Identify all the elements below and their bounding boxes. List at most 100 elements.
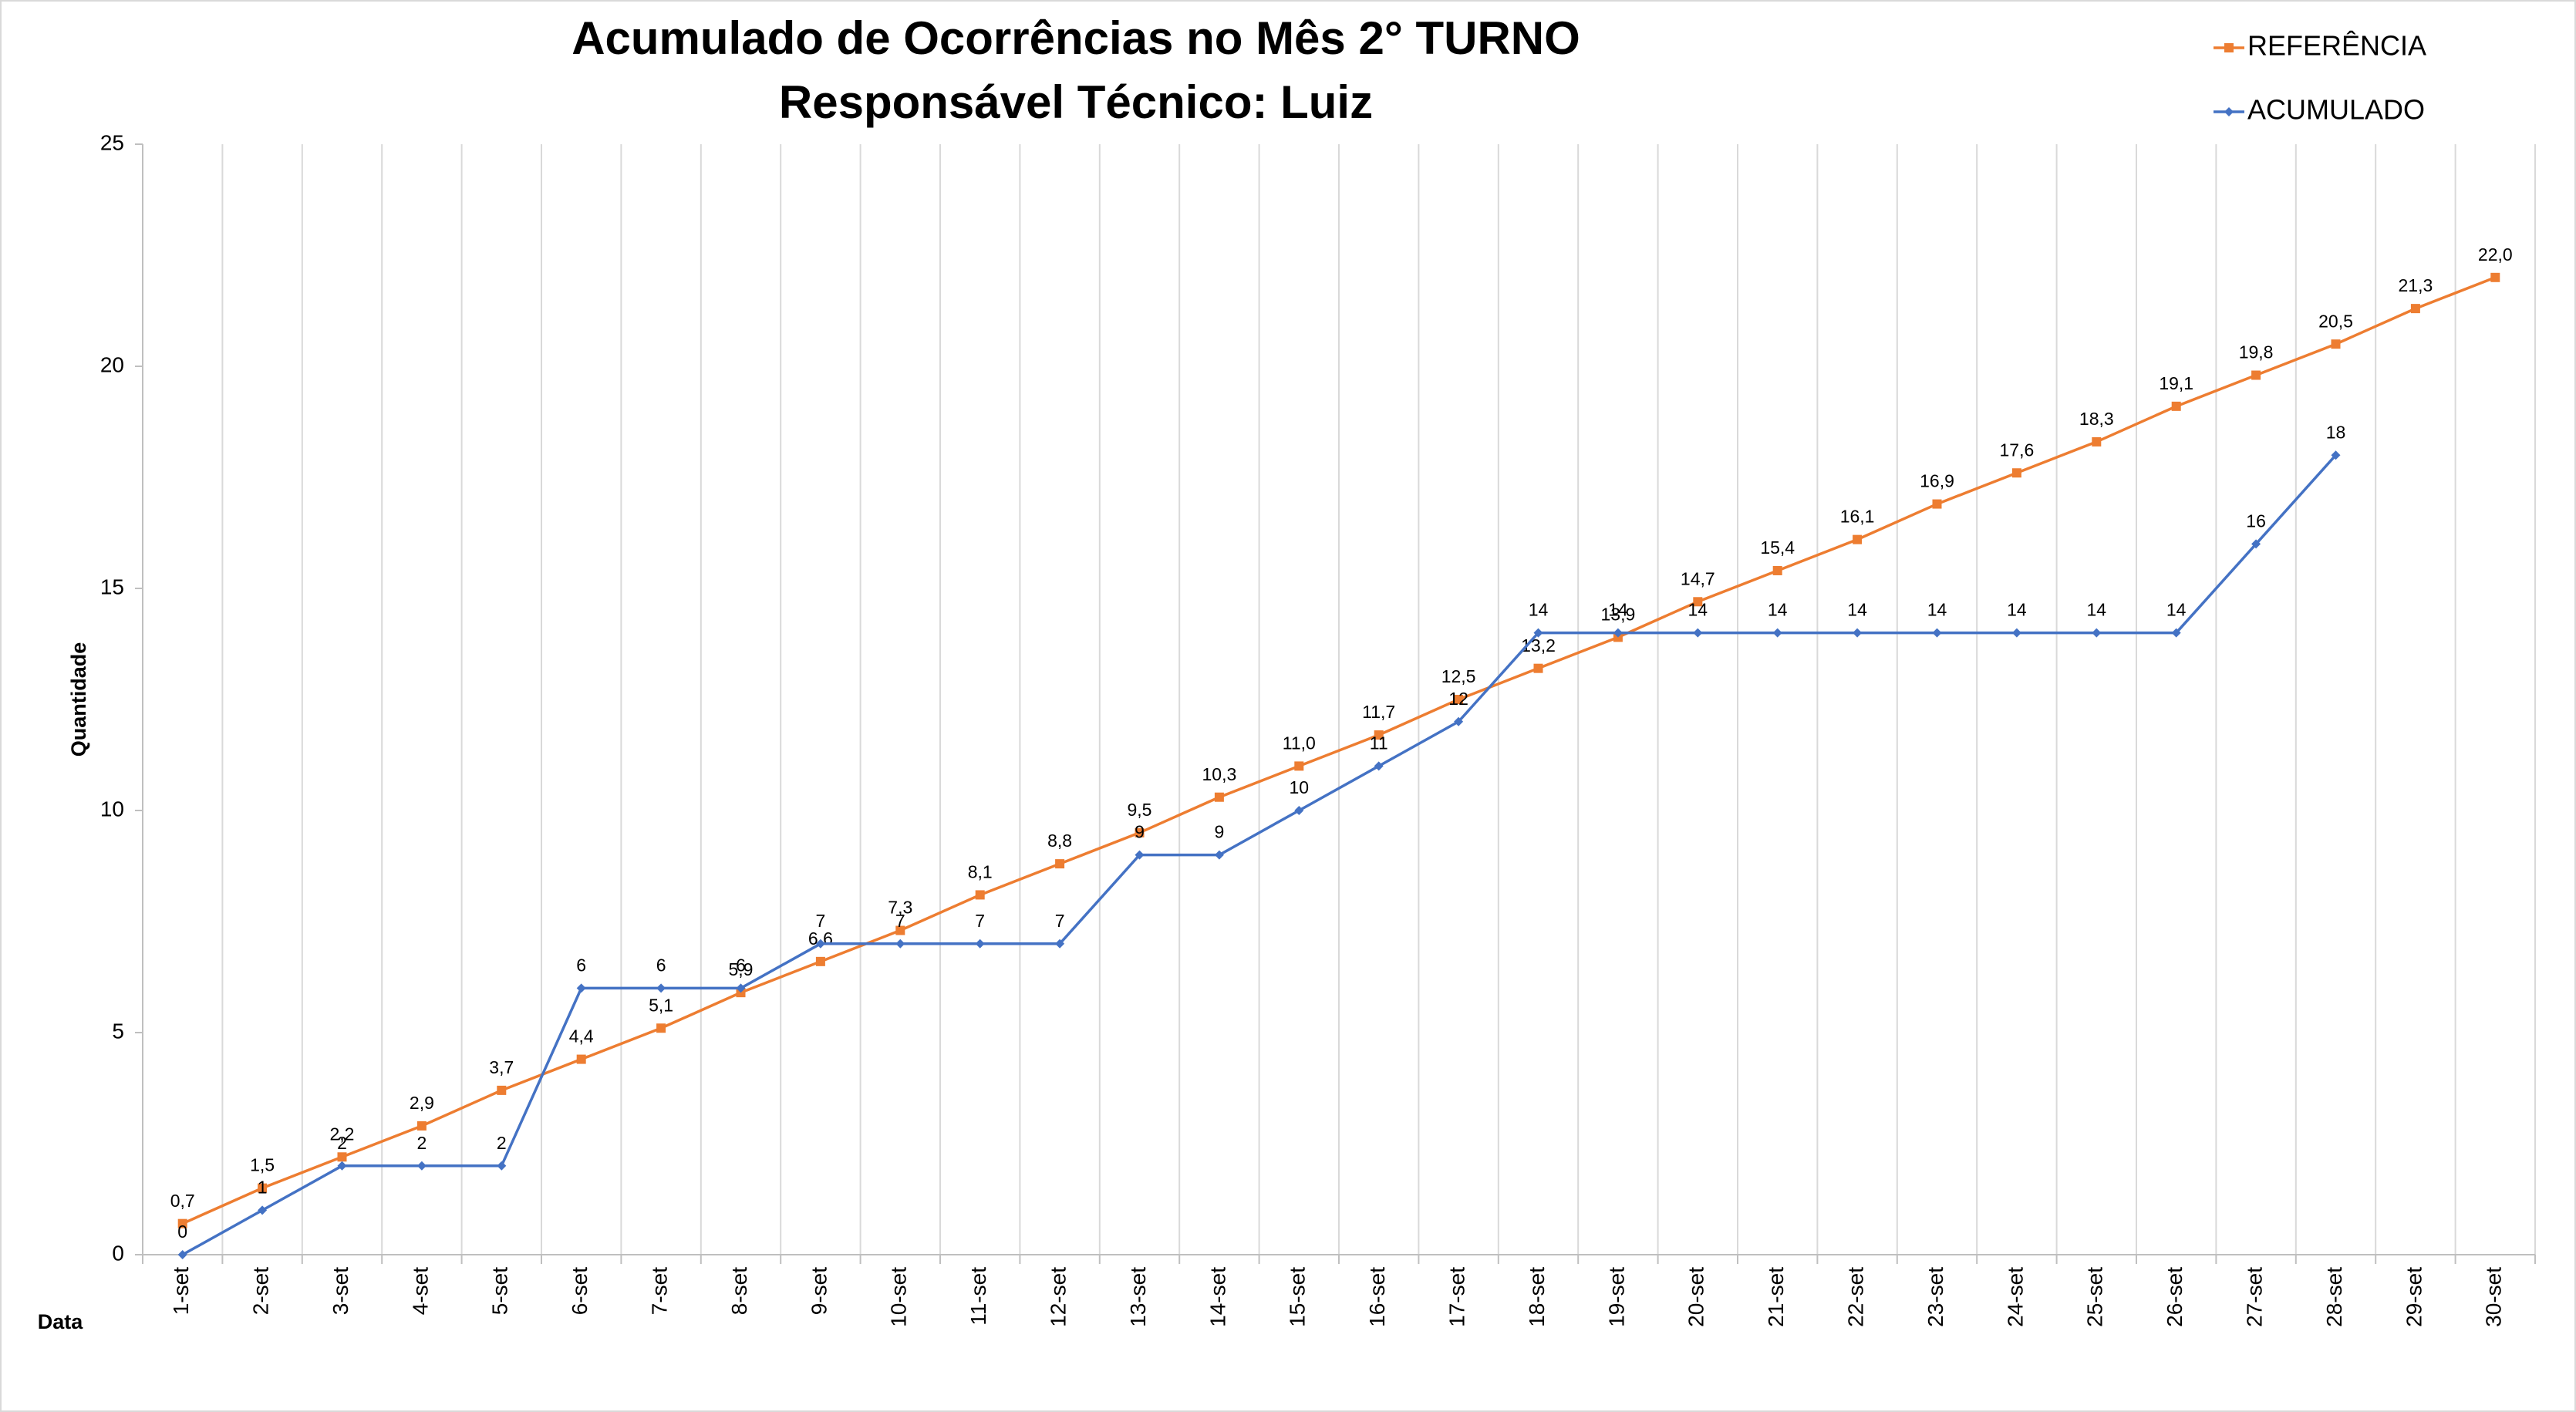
data-label: 14 — [1927, 600, 1947, 620]
point — [656, 983, 666, 993]
point — [815, 939, 825, 949]
point — [416, 1161, 427, 1171]
data-label: 1,5 — [250, 1155, 275, 1175]
data-label: 18,3 — [2079, 409, 2114, 429]
data-label: 7 — [975, 911, 985, 931]
data-label: 22,0 — [2478, 244, 2513, 265]
data-label: 12,5 — [1441, 666, 1476, 686]
point — [2331, 450, 2341, 460]
y-tick-label: 25 — [100, 130, 124, 154]
data-label: 19,8 — [2239, 342, 2274, 362]
point — [2490, 272, 2500, 282]
point — [975, 939, 985, 949]
point — [1214, 792, 1224, 802]
data-label: 11,7 — [1362, 702, 1395, 722]
x-tick-label: 7-set — [647, 1267, 671, 1315]
data-label: 13,9 — [1601, 604, 1636, 624]
data-label: 7,3 — [888, 898, 912, 918]
y-tick-label: 5 — [112, 1019, 124, 1043]
data-label: 6 — [736, 955, 746, 975]
x-tick-label: 2-set — [248, 1267, 272, 1315]
point — [2410, 304, 2420, 314]
x-tick-label: 13-set — [1126, 1267, 1150, 1327]
point — [1294, 806, 1304, 815]
data-label: 11 — [1370, 733, 1388, 753]
data-label: 14 — [1529, 600, 1549, 620]
data-label: 8,1 — [968, 862, 993, 882]
data-label: 15,4 — [1760, 538, 1795, 558]
point — [416, 1121, 427, 1131]
x-tick-label: 16-set — [1365, 1267, 1389, 1327]
point — [1374, 761, 1384, 771]
data-label: 6 — [656, 955, 666, 975]
legend-label: ACUMULADO — [2247, 94, 2425, 126]
data-label: 14 — [1847, 600, 1867, 620]
point — [1693, 597, 1703, 607]
point — [1135, 850, 1145, 860]
point — [1533, 663, 1543, 673]
point — [497, 1085, 507, 1095]
chart-title: Acumulado de Ocorrências no Mês 2° TURNO — [572, 12, 1580, 64]
point — [1374, 730, 1384, 740]
data-label: 0 — [177, 1222, 187, 1242]
x-tick-label: 21-set — [1764, 1267, 1788, 1327]
point — [2251, 539, 2261, 549]
x-tick-label: 17-set — [1445, 1267, 1468, 1327]
point — [1693, 628, 1703, 638]
data-label: 5,9 — [729, 959, 754, 979]
y-axis-label: Quantidade — [67, 642, 90, 757]
x-tick-label: 19-set — [1604, 1267, 1628, 1327]
data-label: 16 — [2246, 511, 2266, 531]
data-label: 2 — [417, 1133, 427, 1153]
data-label: 16,1 — [1840, 507, 1875, 527]
point — [177, 1250, 187, 1259]
point — [656, 1023, 666, 1033]
point — [2331, 339, 2341, 349]
data-label: 14,7 — [1681, 568, 1715, 588]
data-label: 14 — [1688, 600, 1708, 620]
x-tick-label: 14-set — [1205, 1267, 1229, 1327]
data-label: 4,4 — [569, 1026, 594, 1046]
x-tick-label: 25-set — [2083, 1267, 2107, 1327]
point — [177, 1218, 187, 1228]
point — [1853, 628, 1863, 638]
data-label: 14 — [2087, 600, 2107, 620]
data-label: 18 — [2326, 422, 2346, 442]
point — [2171, 401, 2181, 411]
point — [1772, 628, 1782, 638]
point — [1055, 939, 1065, 949]
point — [815, 956, 825, 966]
x-tick-label: 15-set — [1286, 1267, 1310, 1327]
data-label: 12 — [1448, 689, 1468, 709]
point — [975, 890, 985, 900]
x-tick-label: 9-set — [807, 1267, 831, 1315]
x-tick-label: 6-set — [568, 1267, 592, 1315]
data-label: 7 — [895, 911, 905, 931]
data-label: 9 — [1135, 822, 1145, 842]
y-tick-label: 10 — [100, 797, 124, 821]
point — [1454, 695, 1464, 704]
point — [2011, 468, 2021, 478]
data-label: 14 — [1608, 600, 1628, 620]
point — [2171, 628, 2181, 638]
x-tick-label: 26-set — [2163, 1267, 2187, 1327]
data-label: 14 — [1768, 600, 1788, 620]
point — [497, 1161, 507, 1171]
data-label: 0,7 — [170, 1191, 195, 1211]
legend-marker — [2224, 107, 2234, 116]
chart-subtitle: Responsável Técnico: Luiz — [779, 76, 1373, 128]
point — [337, 1161, 347, 1171]
x-tick-label: 30-set — [2482, 1267, 2506, 1327]
point — [337, 1152, 347, 1162]
x-tick-label: 4-set — [408, 1267, 432, 1315]
point — [1613, 628, 1623, 638]
data-label: 14 — [2166, 600, 2187, 620]
x-tick-label: 28-set — [2322, 1267, 2346, 1327]
data-label: 2 — [337, 1133, 347, 1153]
series-line — [181, 454, 2337, 1256]
data-label: 7 — [816, 911, 826, 931]
data-label: 21,3 — [2399, 275, 2433, 295]
x-tick-label: 20-set — [1684, 1267, 1708, 1327]
point — [2092, 436, 2102, 447]
